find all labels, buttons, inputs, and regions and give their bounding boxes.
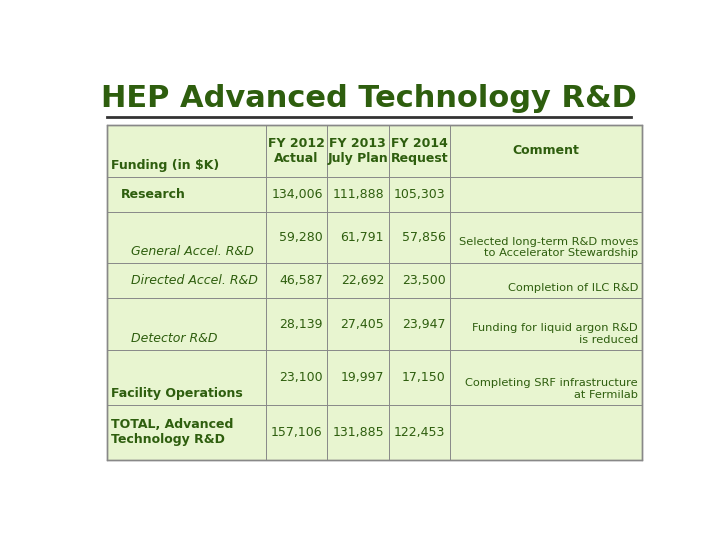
Text: Funding (in $K): Funding (in $K) <box>111 159 219 172</box>
Text: FY 2012
Actual: FY 2012 Actual <box>268 137 325 165</box>
Text: 157,106: 157,106 <box>271 426 323 439</box>
Text: 28,139: 28,139 <box>279 318 323 330</box>
Text: Comment: Comment <box>513 144 580 157</box>
Text: TOTAL, Advanced
Technology R&D: TOTAL, Advanced Technology R&D <box>111 418 233 447</box>
Text: HEP Advanced Technology R&D: HEP Advanced Technology R&D <box>101 84 637 112</box>
Text: 23,100: 23,100 <box>279 371 323 384</box>
Text: Completing SRF infrastructure
at Fermilab: Completing SRF infrastructure at Fermila… <box>465 378 638 400</box>
Text: General Accel. R&D: General Accel. R&D <box>131 245 253 258</box>
Text: 134,006: 134,006 <box>271 188 323 201</box>
Text: 27,405: 27,405 <box>341 318 384 330</box>
Bar <box>107 125 642 460</box>
Text: 59,280: 59,280 <box>279 231 323 244</box>
Text: 111,888: 111,888 <box>333 188 384 201</box>
Text: 46,587: 46,587 <box>279 274 323 287</box>
Text: Completion of ILC R&D: Completion of ILC R&D <box>508 284 638 293</box>
Text: 17,150: 17,150 <box>402 371 446 384</box>
Text: 23,500: 23,500 <box>402 274 446 287</box>
Text: 122,453: 122,453 <box>394 426 446 439</box>
Text: 23,947: 23,947 <box>402 318 446 330</box>
Text: Detector R&D: Detector R&D <box>131 332 217 345</box>
Text: 19,997: 19,997 <box>341 371 384 384</box>
Text: 22,692: 22,692 <box>341 274 384 287</box>
Text: FY 2013
July Plan: FY 2013 July Plan <box>328 137 388 165</box>
Text: Research: Research <box>121 188 186 201</box>
Text: Directed Accel. R&D: Directed Accel. R&D <box>131 274 258 287</box>
Text: Funding for liquid argon R&D
is reduced: Funding for liquid argon R&D is reduced <box>472 323 638 345</box>
Text: 61,791: 61,791 <box>341 231 384 244</box>
Text: 105,303: 105,303 <box>394 188 446 201</box>
Text: Facility Operations: Facility Operations <box>111 387 243 400</box>
Text: Selected long-term R&D moves
to Accelerator Stewardship: Selected long-term R&D moves to Accelera… <box>459 237 638 258</box>
Text: FY 2014
Request: FY 2014 Request <box>390 137 448 165</box>
Text: 57,856: 57,856 <box>402 231 446 244</box>
Text: 131,885: 131,885 <box>333 426 384 439</box>
